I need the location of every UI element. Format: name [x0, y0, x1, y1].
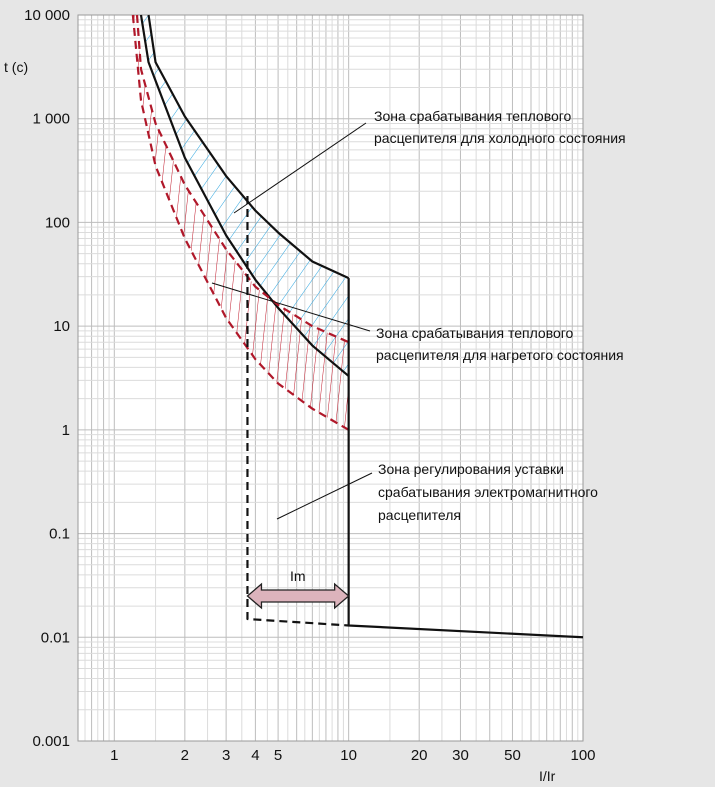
y-tick-label: 100: [45, 214, 70, 231]
x-axis-label: I/Ir: [539, 768, 556, 784]
annotation-leader-magnetic: [276, 472, 373, 520]
annotation-magnetic-line-1: Зона регулирования уставки: [378, 461, 564, 477]
x-tick-label: 2: [181, 747, 189, 764]
x-tick-label: 30: [452, 747, 469, 764]
y-tick-label: 0.001: [32, 733, 70, 750]
annotation-magnetic-line-2: срабатывания электромагнитного: [378, 484, 598, 500]
tick-labels: 1 2 3 4 5 10 20 30 50 100 10 000 1 000 100 10 1 0.1 0.01…: [24, 7, 595, 764]
annotation-cold-zone: Зона срабатывания теплового расцепителя …: [374, 108, 626, 146]
series-line-2: [139, 14, 350, 377]
y-tick-label: 1: [62, 422, 70, 439]
annotation-magnetic-line-3: расцепителя: [378, 507, 461, 523]
annotation-cold-line-1: Зона срабатывания теплового: [374, 108, 572, 124]
im-arrow: Im: [246, 568, 350, 610]
x-tick-label: 100: [570, 747, 595, 764]
im-arrow-shape: [246, 582, 350, 610]
x-tick-label: 10: [340, 747, 357, 764]
y-tick-label: 10: [53, 318, 70, 335]
y-axis-label: t (с): [4, 59, 28, 75]
x-tick-label: 5: [274, 747, 282, 764]
x-tick-label: 50: [504, 747, 521, 764]
annotation-leader-hot: [211, 282, 371, 332]
plot-border: [77, 14, 584, 742]
x-tick-label: 1: [110, 747, 118, 764]
curves: [131, 14, 584, 639]
annotation-leader-cold: [233, 122, 367, 214]
annotation-hot-line-2: расцепителя для нагретого состояния: [376, 347, 624, 363]
y-tick-label: 1 000: [32, 111, 70, 128]
annotation-cold-line-2: расцепителя для холодного состояния: [374, 130, 626, 146]
y-tick-label: 10 000: [24, 7, 70, 24]
annotation-hot-zone: Зона срабатывания теплового расцепителя …: [376, 325, 624, 363]
x-tick-label: 4: [251, 747, 259, 764]
annotation-hot-line-1: Зона срабатывания теплового: [376, 325, 574, 341]
x-tick-label: 3: [222, 747, 230, 764]
series-line-4: [131, 14, 350, 431]
series-line-6: [246, 195, 349, 627]
im-label: Im: [290, 568, 306, 584]
y-tick-label: 0.1: [49, 526, 70, 543]
x-tick-label: 20: [411, 747, 428, 764]
cold-zone-hatch: [141, 15, 349, 377]
series-line-3: [135, 14, 350, 344]
y-tick-label: 0.01: [41, 629, 70, 646]
annotation-magnetic-zone: Зона регулирования уставки срабатывания …: [378, 461, 602, 523]
series-line-1: [147, 14, 350, 280]
